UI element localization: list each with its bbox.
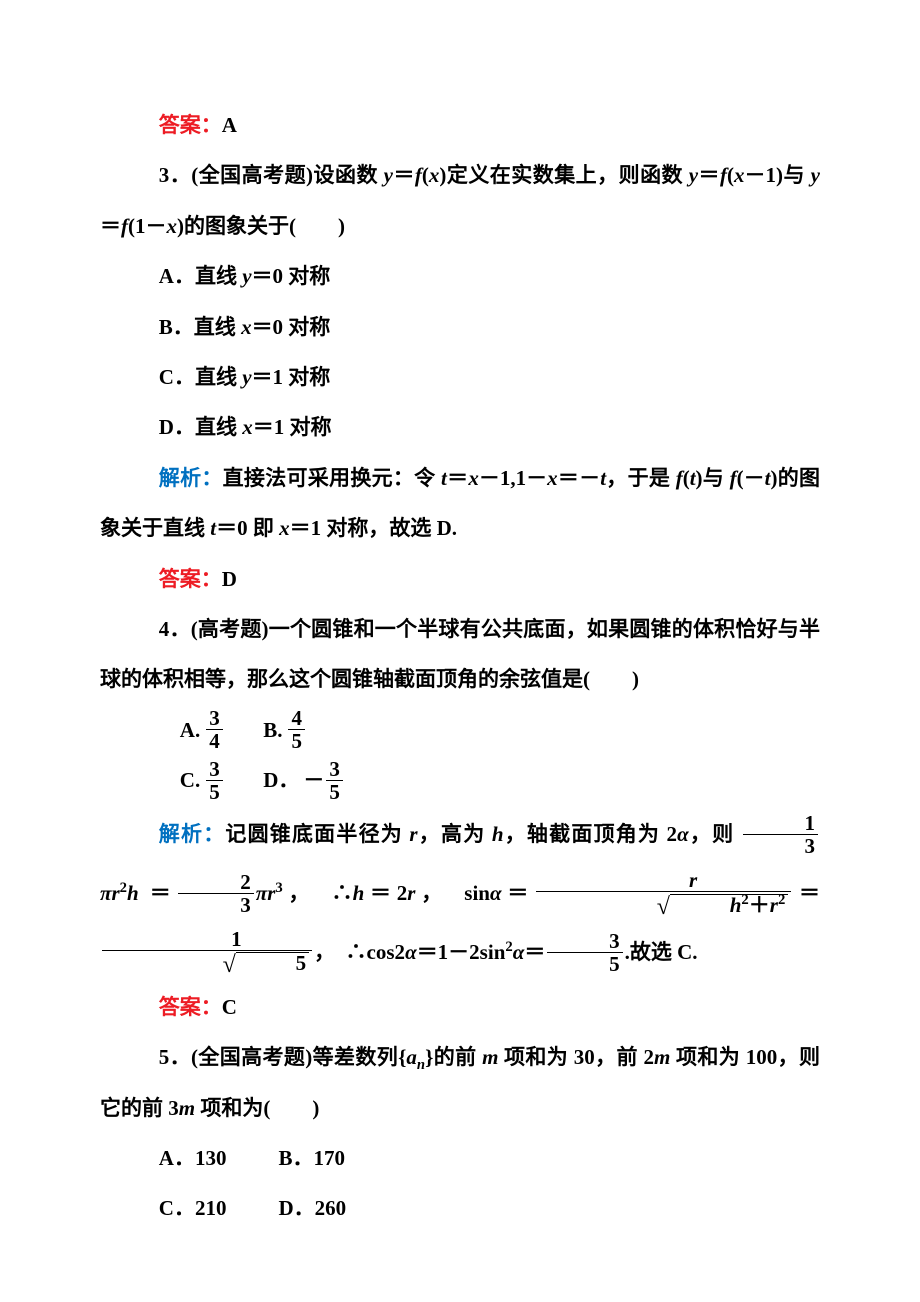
question-4: 4．(高考题)一个圆锥和一个半球有公共底面，如果圆锥的体积恰好与半球的体积相等，…	[100, 604, 820, 705]
q4-opt-c-frac: 35	[206, 758, 223, 803]
q4-frac-1-3: 13	[743, 812, 818, 857]
q5-opt-b: B．170	[278, 1146, 345, 1170]
q3-answer-label: 答案：	[159, 567, 222, 591]
q4-analysis-label: 解析：	[159, 822, 226, 846]
q3-mid1: 定义在实数集上，则函数	[446, 163, 688, 187]
q4-options-row2: C.35 D．－35	[100, 755, 820, 805]
q4-answer-label: 答案：	[159, 995, 222, 1019]
q5-te: 项和为( )	[195, 1096, 319, 1120]
q4-options-row1: A.34 B.45	[100, 705, 820, 755]
q4-answer: C	[222, 995, 237, 1019]
q4-a1a: 记圆锥底面半径为	[225, 822, 409, 846]
q4-a1c: ，轴截面顶角为 2	[504, 822, 678, 846]
q3-option-b: B．直线 x＝0 对称	[100, 302, 820, 352]
question-3: 3．(全国高考题)设函数 y＝f(x)定义在实数集上，则函数 y＝f(x－1)与…	[100, 150, 820, 251]
q3-mid2: 与	[783, 163, 811, 187]
q4-sin-frac: r√h2＋r2	[536, 869, 791, 918]
q3-expr1: y	[384, 163, 393, 187]
q5-ta: 5．(全国高考题)等差数列{	[159, 1045, 407, 1069]
q4-three-fifths: 35	[547, 930, 622, 975]
q5-options-row1: A．130 B．170	[100, 1133, 820, 1183]
q4-opt-d-frac: 35	[326, 758, 343, 803]
q5-tb: }的前	[425, 1045, 482, 1069]
q3-tail: 的图象关于( )	[184, 214, 345, 238]
q4-a1b: ，高为	[418, 822, 492, 846]
q4-tail: .故选 C.	[625, 940, 698, 964]
question-5: 5．(全国高考题)等差数列{an}的前 m 项和为 30，前 2m 项和为 10…	[100, 1032, 820, 1133]
q3-prefix: 3．(全国高考题)设函数	[159, 163, 384, 187]
q4-frac-2-3: 23	[178, 871, 253, 916]
q4-opt-d-sign: －	[303, 768, 324, 792]
q3-option-a: A．直线 y＝0 对称	[100, 251, 820, 301]
q5-opt-a: A．130	[159, 1146, 227, 1170]
q4-a1d: ，则	[689, 822, 741, 846]
q3-answer: D	[222, 567, 237, 591]
q4-opt-b-frac: 45	[288, 707, 305, 752]
q4-eq-mid: ＝	[793, 881, 820, 905]
q3-analysis: 解析：直接法可采用换元：令 t＝x－1,1－x＝－t，于是 f(t)与 f(－t…	[100, 453, 820, 554]
q5-tc: 项和为 30，前 2	[498, 1045, 654, 1069]
q5-options-row2: C．210 D．260	[100, 1183, 820, 1233]
q3-option-c: C．直线 y＝1 对称	[100, 352, 820, 402]
q5-opt-d: D．260	[278, 1196, 346, 1220]
answer-2-label: 答案：	[159, 113, 222, 137]
q3-analysis-label: 解析：	[159, 466, 223, 490]
q4-opt-a-frac: 34	[206, 707, 223, 752]
q3-option-d: D．直线 x＝1 对称	[100, 402, 820, 452]
q4-one-root5: 1√5	[102, 928, 312, 977]
q5-opt-c: C．210	[159, 1196, 227, 1220]
answer-2-value: A	[222, 113, 237, 137]
q4-analysis: 解析：记圆锥底面半径为 r，高为 h，轴截面顶角为 2α，则 13πr2h ＝2…	[100, 805, 820, 981]
